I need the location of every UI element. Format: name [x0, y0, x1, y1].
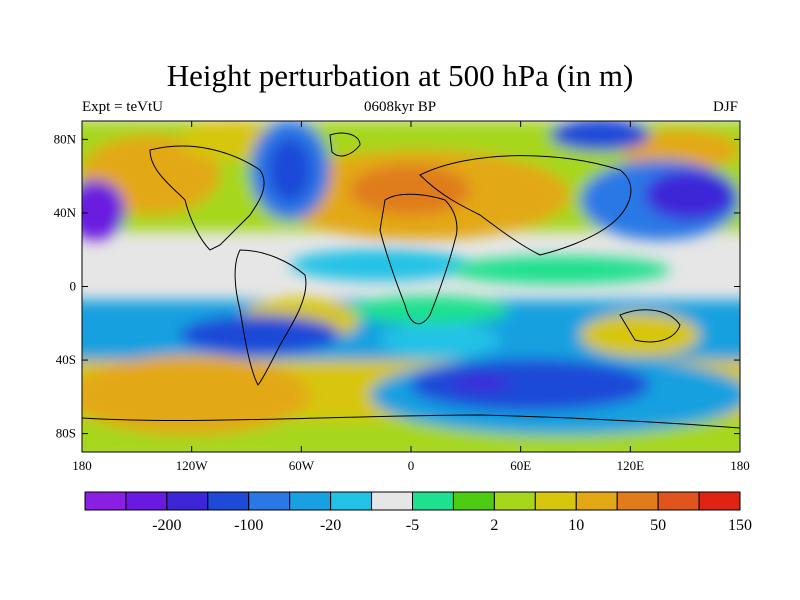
colorbar-swatch [125, 491, 168, 511]
colorbar-label: -5 [406, 517, 419, 534]
latitude-axis: 80N 40N 0 40S 80S [54, 131, 740, 441]
lat-tick-label: 40N [54, 205, 77, 220]
lat-tick-label: 80N [54, 131, 77, 146]
colorbar: -200 -100 -20 -5 2 10 50 150 [84, 491, 752, 534]
time-label: 0608kyr BP [363, 99, 437, 115]
longitude-axis: 180 120W 60W 0 60E 120E 180 [72, 121, 750, 473]
lat-tick-label: 40S [56, 352, 76, 367]
lon-tick-label: 180 [730, 458, 750, 473]
season-label: DJF [712, 99, 738, 115]
lon-tick-label: 120E [617, 458, 645, 473]
colorbar-swatch [289, 491, 332, 511]
colorbar-swatch [657, 491, 700, 511]
experiment-label: Expt = teVtU [82, 99, 163, 115]
coastlines [82, 132, 740, 429]
colorbar-swatch [698, 491, 741, 511]
colorbar-swatch [534, 491, 577, 511]
colorbar-swatch [207, 491, 250, 511]
lon-tick-label: 60W [289, 458, 315, 473]
colorbar-label: -100 [234, 517, 263, 534]
colorbar-swatch [330, 491, 373, 511]
colorbar-label: 10 [568, 517, 584, 534]
colorbar-swatch [575, 491, 618, 511]
lat-tick-label: 0 [70, 279, 77, 294]
colorbar-swatch [84, 491, 127, 511]
colorbar-swatch [166, 491, 209, 511]
colorbar-swatch [412, 491, 454, 511]
lon-tick-label: 180 [72, 458, 92, 473]
colorbar-label: 50 [650, 517, 666, 534]
lon-tick-label: 0 [408, 458, 415, 473]
colorbar-swatch [452, 491, 495, 511]
colorbar-swatch [248, 491, 291, 511]
colorbar-label: 150 [728, 517, 752, 534]
colorbar-label: -20 [320, 517, 341, 534]
lat-tick-label: 80S [56, 426, 76, 441]
colorbar-label: -200 [152, 517, 181, 534]
colorbar-label: 2 [490, 517, 498, 534]
lon-tick-label: 120W [176, 458, 209, 473]
plot-title: Height perturbation at 500 hPa (in m) [166, 58, 634, 93]
height-field [82, 121, 740, 452]
colorbar-swatch [371, 491, 413, 511]
lon-tick-label: 60E [510, 458, 531, 473]
colorbar-swatch [493, 491, 536, 511]
colorbar-swatch [616, 491, 659, 511]
